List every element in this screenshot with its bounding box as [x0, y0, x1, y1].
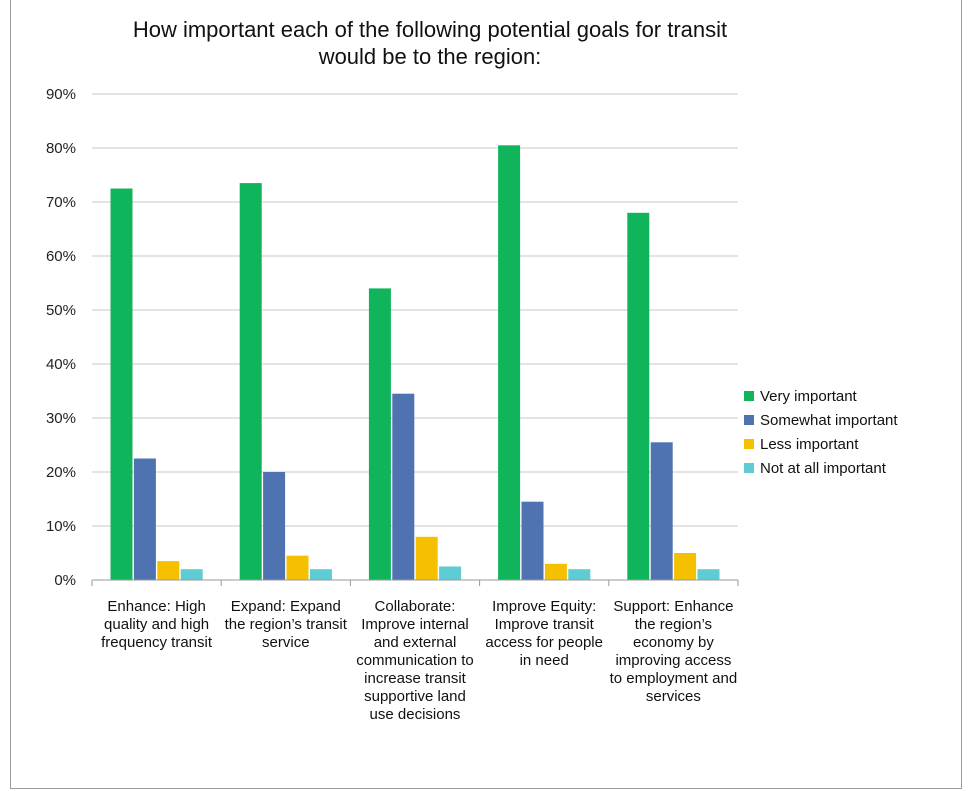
legend-swatch	[744, 415, 754, 425]
bar-very-important-1	[110, 188, 133, 580]
bar-very-important-3	[368, 288, 391, 580]
bar-less-important-2	[286, 555, 309, 580]
bar-somewhat-important-3	[392, 393, 415, 580]
bars	[110, 145, 720, 581]
bar-not-at-all-important-2	[309, 569, 332, 580]
bar-less-important-4	[544, 563, 567, 580]
y-tick-label: 30%	[46, 410, 76, 427]
y-tick-label: 0%	[54, 572, 76, 589]
legend-label: Not at all important	[760, 459, 886, 477]
chart-frame	[10, 0, 962, 789]
legend-label: Somewhat important	[760, 411, 898, 429]
x-tick-label: Enhance: High quality and high frequency…	[101, 598, 213, 651]
y-axis-ticks: 0% 10% 20% 30% 40% 50% 60% 70% 80% 90%	[46, 86, 76, 589]
x-tick-label: Collaborate: Improve internal and extern…	[356, 598, 474, 723]
legend-label: Less important	[760, 435, 859, 453]
bar-not-at-all-important-4	[568, 569, 591, 580]
legend-item: Very important	[744, 384, 898, 408]
y-tick-label: 60%	[46, 248, 76, 265]
bar-somewhat-important-1	[133, 458, 156, 580]
bar-very-important-4	[498, 145, 521, 581]
y-tick-label: 50%	[46, 302, 76, 319]
y-tick-label: 80%	[46, 140, 76, 157]
bar-less-important-5	[674, 553, 697, 580]
x-tick-label: Support: Enhance the region’s economy by…	[609, 598, 738, 705]
bar-very-important-5	[627, 212, 650, 581]
x-axis	[91, 579, 739, 586]
chart-title: How important each of the following pote…	[132, 17, 728, 69]
x-tick-label: Improve Equity: Improve transit access f…	[485, 598, 603, 669]
bar-very-important-2	[239, 183, 262, 580]
y-tick-label: 40%	[46, 356, 76, 373]
legend-item: Somewhat important	[744, 408, 898, 432]
bar-not-at-all-important-5	[697, 569, 720, 580]
y-tick-label: 70%	[46, 194, 76, 211]
bar-less-important-1	[157, 561, 180, 580]
y-tick-label: 20%	[46, 464, 76, 481]
legend-swatch	[744, 391, 754, 401]
bar-less-important-3	[415, 536, 438, 580]
y-tick-label: 90%	[46, 86, 76, 103]
bar-not-at-all-important-1	[180, 569, 203, 580]
legend-swatch	[744, 463, 754, 473]
legend-label: Very important	[760, 387, 857, 405]
x-tick-label: Expand: Expand the region’s transit serv…	[224, 598, 347, 651]
legend-swatch	[744, 439, 754, 449]
legend: Very important Somewhat important Less imp…	[744, 384, 898, 480]
bar-somewhat-important-5	[650, 442, 673, 580]
y-tick-label: 10%	[46, 518, 76, 535]
bar-somewhat-important-2	[263, 472, 286, 580]
legend-item: Less important	[744, 432, 898, 456]
legend-item: Not at all important	[744, 456, 898, 480]
bar-somewhat-important-4	[521, 501, 544, 580]
bar-not-at-all-important-3	[439, 566, 462, 580]
